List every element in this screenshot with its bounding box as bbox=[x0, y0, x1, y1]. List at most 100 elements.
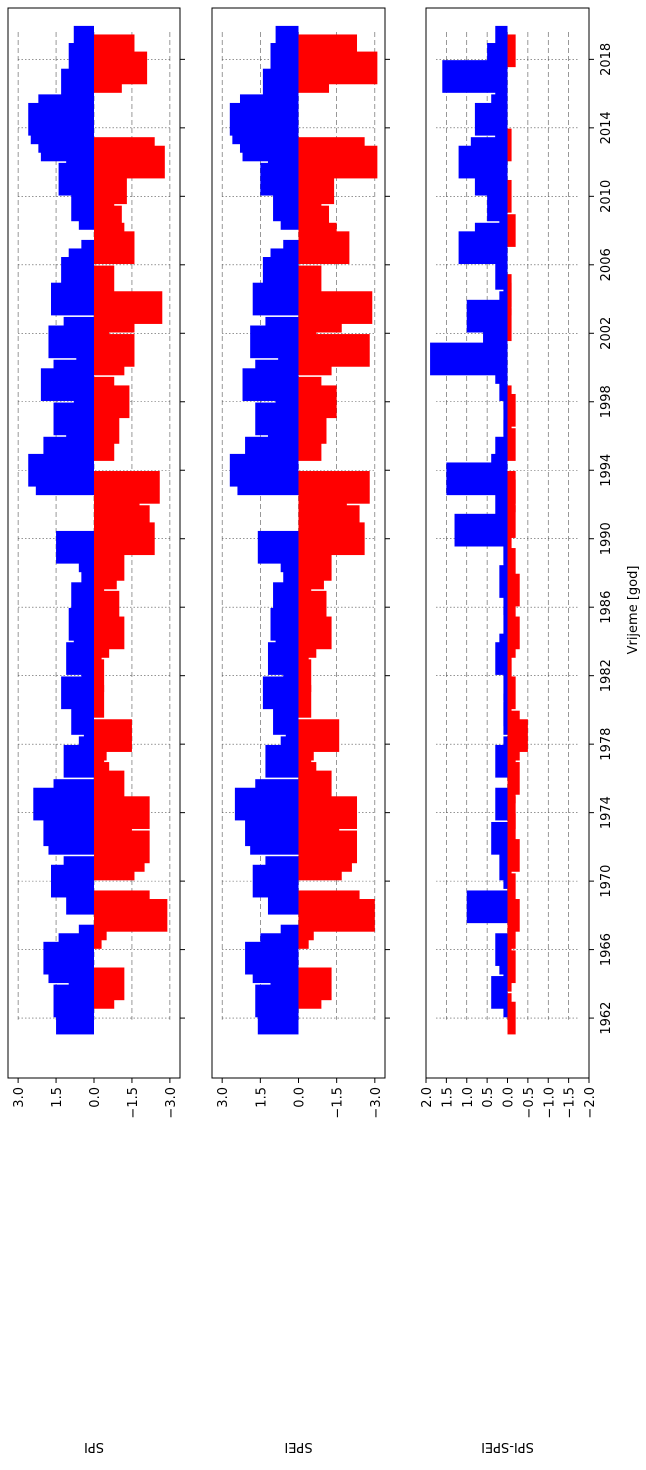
bar-spi-spei-43 bbox=[499, 633, 508, 667]
bar-spi-13 bbox=[94, 890, 150, 924]
y-axis-label-spi-spei: SPI-SPEI bbox=[481, 1439, 534, 1454]
bar-spi-spei-72 bbox=[507, 385, 512, 419]
bar-spi-spei-6 bbox=[507, 950, 516, 984]
bar-spi-spei-83 bbox=[499, 291, 508, 324]
bar-spi-spei-62 bbox=[507, 471, 516, 504]
bar-spi-spei-31 bbox=[503, 736, 508, 770]
tick-label-value-6: −1.0 bbox=[542, 1087, 557, 1119]
bar-spi-spei-38 bbox=[507, 676, 516, 710]
bar-spei-101 bbox=[298, 137, 365, 170]
tick-label-value-2: 0.0 bbox=[293, 1087, 308, 1108]
bar-spi-spei-48 bbox=[507, 590, 516, 624]
x-axis-label-layer: Vrijeme [god] bbox=[626, 566, 641, 655]
bar-spei-55 bbox=[257, 530, 299, 564]
tick-label-year-1966: 1966 bbox=[599, 933, 614, 966]
bar-spi-114 bbox=[73, 25, 94, 59]
bar-spei-62 bbox=[298, 471, 370, 504]
bar-spi-spei-56 bbox=[507, 522, 512, 556]
bar-spei-86 bbox=[298, 265, 322, 299]
bar-spi-spei-4 bbox=[503, 967, 508, 1001]
bar-spi-43 bbox=[73, 633, 94, 667]
panel-spi-spei: 1962 1966 1970 1974 1978 1982 1986 1990 1994 1998… bbox=[420, 7, 614, 1454]
tick-label-value-3: −1.5 bbox=[126, 1087, 141, 1119]
bar-spei-80 bbox=[265, 316, 299, 350]
bar-spei-29 bbox=[298, 753, 312, 787]
bar-spei-41 bbox=[298, 650, 309, 684]
bar-spi-spei-85 bbox=[507, 274, 512, 307]
bar-spei-4 bbox=[298, 967, 332, 1001]
bar-spi-113 bbox=[94, 34, 135, 68]
bar-spi-spei-21 bbox=[491, 821, 508, 855]
tick-label-year-1970: 1970 bbox=[599, 865, 614, 898]
bar-spi-50 bbox=[94, 573, 105, 607]
bar-spi-80 bbox=[63, 316, 94, 350]
bar-spi-39 bbox=[81, 667, 94, 701]
bar-spi-spei-36 bbox=[503, 693, 508, 727]
tick-label-value-5: −0.5 bbox=[522, 1087, 537, 1119]
tick-label-value-1: 1.5 bbox=[50, 1087, 65, 1108]
bar-spi-spei-46 bbox=[503, 607, 508, 641]
bar-spi-spei-20 bbox=[507, 830, 512, 864]
tick-label-year-1974: 1974 bbox=[599, 796, 614, 829]
bar-spei-31 bbox=[280, 736, 299, 770]
bar-spi-spei-34 bbox=[507, 710, 520, 744]
bar-spi-spei-114 bbox=[495, 25, 508, 59]
tick-label-value-3: 0.5 bbox=[481, 1087, 496, 1108]
bar-spi-spei-69 bbox=[507, 411, 512, 444]
bar-spi-86 bbox=[94, 265, 115, 299]
bar-spi-spei-59 bbox=[507, 496, 512, 530]
bar-spi-26 bbox=[53, 779, 94, 812]
bar-spi-spei-8 bbox=[495, 933, 508, 966]
bar-spei-71 bbox=[275, 393, 299, 427]
bar-spi-95 bbox=[71, 188, 94, 222]
tick-label-value-2: 0.0 bbox=[88, 1087, 103, 1108]
bar-spei-37 bbox=[298, 685, 312, 718]
tick-label-value-0: 3.0 bbox=[12, 1087, 27, 1108]
tick-label-year-1998: 1998 bbox=[599, 385, 614, 418]
bar-spi-spei-16 bbox=[507, 864, 512, 898]
bar-spei-39 bbox=[283, 667, 299, 701]
tick-label-value-4: 0.0 bbox=[502, 1087, 517, 1108]
tick-label-year-1982: 1982 bbox=[599, 659, 614, 692]
bar-spi-spei-113 bbox=[507, 34, 516, 68]
bar-spi-spei-1 bbox=[507, 993, 512, 1026]
bar-spi-41 bbox=[94, 650, 102, 684]
tick-label-value-7: −1.5 bbox=[563, 1087, 578, 1119]
bar-spi-spei-92 bbox=[507, 214, 516, 247]
bar-spei-114 bbox=[275, 25, 299, 59]
bar-spi-spei-53 bbox=[507, 548, 516, 581]
bar-spei-33 bbox=[298, 719, 340, 752]
bar-spi-17 bbox=[63, 856, 94, 889]
bar-spi-spei-51 bbox=[499, 565, 508, 598]
bar-spi-spei-68 bbox=[503, 419, 508, 453]
bar-spei-13 bbox=[298, 890, 360, 924]
bar-spi-spei-96 bbox=[507, 179, 512, 213]
bar-spei-76 bbox=[278, 351, 299, 384]
y-axis-label-spi: SPI bbox=[84, 1439, 104, 1454]
bar-spi-spei-24 bbox=[507, 796, 516, 829]
tick-label-year-2006: 2006 bbox=[599, 248, 614, 281]
tick-label-value-3: −1.5 bbox=[331, 1087, 346, 1119]
panel-spi: 3.0 1.5 0.0 −1.5 −3.0 SPI bbox=[7, 7, 185, 1454]
bar-spei-51 bbox=[283, 565, 299, 598]
bar-spi-spei-102 bbox=[507, 128, 512, 162]
bar-spi-31 bbox=[78, 736, 94, 770]
tick-label-value-1: 1.5 bbox=[440, 1087, 455, 1108]
tick-label-year-1978: 1978 bbox=[599, 728, 614, 761]
tick-label-value-4: −3.0 bbox=[369, 1087, 384, 1119]
bar-spi-spei-18 bbox=[499, 847, 508, 881]
bar-spi-spei-55 bbox=[503, 530, 508, 564]
bar-spi-spei-60 bbox=[495, 488, 508, 521]
tick-label-year-1990: 1990 bbox=[599, 522, 614, 555]
tick-label-year-2010: 2010 bbox=[599, 180, 614, 213]
tick-label-year-1994: 1994 bbox=[599, 454, 614, 487]
bar-spi-51 bbox=[81, 565, 94, 598]
tick-label-value-8: −2.0 bbox=[583, 1087, 598, 1119]
bar-spi-spei-49 bbox=[503, 582, 508, 615]
bar-spi-spei-25 bbox=[495, 787, 508, 821]
bar-spi-55 bbox=[56, 530, 94, 564]
bar-spi-spei-29 bbox=[507, 753, 516, 787]
panel-spei: 3.0 1.5 0.0 −1.5 −3.0 SPEI bbox=[211, 7, 390, 1454]
bar-spi-76 bbox=[76, 351, 94, 384]
